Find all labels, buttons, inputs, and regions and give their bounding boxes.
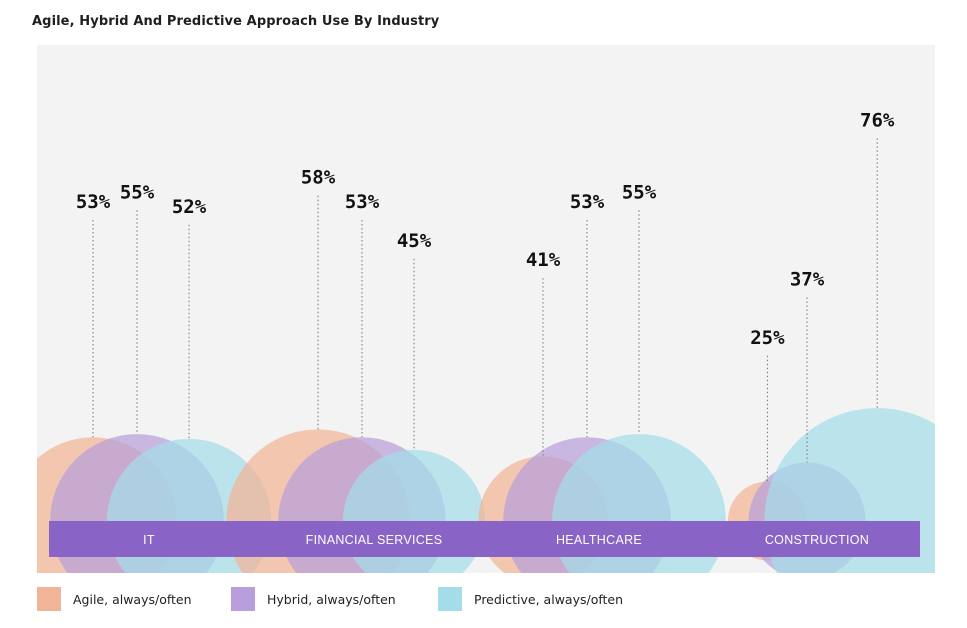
chart-title: Agile, Hybrid And Predictive Approach Us… bbox=[32, 14, 440, 29]
chart-panel: 53% 55% 52% 58% 53% 45% 41% 53% 55% 25% 37% 76% IT FI… bbox=[37, 45, 935, 573]
legend-item-hybrid: Hybrid, always/often bbox=[231, 586, 396, 612]
data-label-financial-services-predictive: 45% bbox=[397, 230, 432, 252]
data-label-financial-services-hybrid: 53% bbox=[345, 191, 380, 213]
legend-swatch-agile bbox=[37, 587, 61, 611]
data-label-healthcare-hybrid: 53% bbox=[570, 191, 605, 213]
data-label-it-hybrid: 55% bbox=[120, 181, 155, 203]
legend-label-hybrid: Hybrid, always/often bbox=[267, 591, 396, 607]
annotations: 53% 55% 52% 58% 53% 45% 41% 53% 55% 25% 37% 76% bbox=[76, 109, 895, 482]
category-label-construction: CONSTRUCTION bbox=[765, 533, 869, 547]
data-label-healthcare-agile: 41% bbox=[526, 249, 561, 271]
data-label-it-predictive: 52% bbox=[172, 196, 207, 218]
category-band bbox=[49, 521, 920, 557]
data-label-healthcare-predictive: 55% bbox=[622, 181, 657, 203]
legend-label-predictive: Predictive, always/often bbox=[474, 591, 624, 607]
data-label-construction-predictive: 76% bbox=[860, 109, 895, 131]
chart-svg: 53% 55% 52% 58% 53% 45% 41% 53% 55% 25% 37% 76% IT FI… bbox=[37, 109, 935, 573]
data-label-construction-agile: 25% bbox=[750, 327, 785, 349]
legend-item-predictive: Predictive, always/often bbox=[438, 586, 623, 612]
category-label-healthcare: HEALTHCARE bbox=[556, 533, 642, 547]
legend-swatch-hybrid bbox=[231, 587, 255, 611]
legend-label-agile: Agile, always/often bbox=[73, 591, 192, 607]
legend-item-agile: Agile, always/often bbox=[37, 586, 192, 612]
legend-swatch-predictive bbox=[438, 587, 462, 611]
data-label-construction-hybrid: 37% bbox=[790, 269, 825, 291]
data-label-financial-services-agile: 58% bbox=[301, 167, 336, 189]
category-label-financial-services: FINANCIAL SERVICES bbox=[306, 533, 443, 547]
data-label-it-agile: 53% bbox=[76, 191, 111, 213]
category-label-it: IT bbox=[143, 533, 155, 547]
